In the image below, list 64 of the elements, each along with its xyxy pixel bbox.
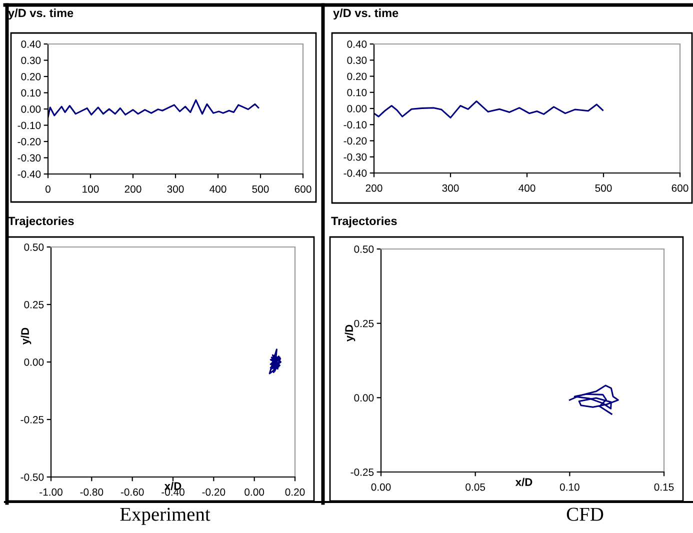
y-axis-title: y/D (20, 328, 32, 345)
x-tick-label: 0 (46, 185, 50, 193)
y-axis-title: y/D (344, 324, 356, 342)
text: CFD (566, 508, 604, 521)
chart-title: Trajectories (331, 216, 397, 228)
line-series (268, 348, 282, 374)
y-tick-label: 0.10 (347, 88, 367, 96)
text: Experiment (120, 508, 210, 525)
line-series (568, 384, 619, 415)
y-tick-label: -0.40 (344, 170, 367, 177)
y-tick-label: 0.25 (354, 320, 374, 328)
x-axis-title: x/D (164, 482, 182, 490)
x-tick-label: 500 (595, 184, 612, 192)
y-tick-label: 0.50 (354, 246, 374, 253)
y-tick-label: 0.30 (347, 56, 367, 64)
y-tick-label: 0.50 (24, 244, 44, 251)
y-tick-label: -0.25 (350, 468, 374, 476)
y-tick-label: -0.40 (18, 170, 41, 178)
y-tick-label: 0.00 (354, 394, 374, 402)
y-tick-label: -0.30 (344, 153, 367, 161)
chart-title: y/D vs. time (333, 8, 398, 20)
x-tick-label: 100 (82, 185, 99, 193)
x-tick-label: 0.00 (244, 488, 264, 496)
x-tick-label: -0.80 (80, 488, 104, 496)
x-tick-label: 200 (124, 185, 142, 193)
x-tick-label: 0.15 (654, 483, 674, 491)
y-tick-label: -0.20 (344, 137, 367, 145)
x-tick-label: 500 (252, 185, 269, 193)
chart-title: y/D vs. time (8, 8, 74, 20)
x-tick-label: -0.20 (202, 488, 226, 496)
x-tick-label: -0.60 (120, 488, 144, 496)
x-tick-label: 200 (366, 184, 382, 192)
x-axis-title: x/D (515, 478, 532, 486)
y-tick-label: -0.10 (344, 121, 367, 128)
y-tick-label: 0.00 (24, 358, 44, 366)
y-tick-label: 0.30 (21, 56, 41, 64)
x-tick-label: 400 (518, 184, 536, 192)
y-tick-label: 0.20 (21, 73, 41, 80)
chart-title: Trajectories (8, 216, 74, 228)
y-tick-label: -0.20 (18, 138, 41, 146)
y-tick-label: -0.50 (20, 474, 44, 481)
y-tick-label: 0.00 (347, 105, 367, 112)
x-tick-label: 0.20 (285, 488, 305, 496)
y-tick-label: 0.00 (21, 106, 41, 113)
y-tick-label: 0.40 (347, 40, 367, 48)
y-tick-label: 0.20 (347, 72, 367, 80)
x-tick-label: 0.05 (466, 483, 486, 491)
line-series (48, 99, 260, 118)
y-tick-label: -0.30 (18, 154, 41, 162)
x-tick-label: 300 (442, 184, 459, 192)
y-tick-label: -0.25 (20, 416, 44, 424)
y-tick-label: 0.25 (24, 301, 44, 308)
y-tick-label: 0.10 (21, 89, 41, 97)
x-tick-label: 300 (167, 185, 184, 193)
x-tick-label: 0.00 (371, 483, 391, 491)
x-tick-label: 400 (210, 185, 226, 193)
y-tick-label: -0.10 (18, 122, 41, 130)
line-series (374, 100, 604, 118)
y-tick-label: 0.40 (21, 40, 41, 48)
x-tick-label: -1.00 (40, 488, 62, 496)
x-tick-label: -0.40 (162, 488, 184, 496)
x-tick-label: 600 (294, 185, 312, 193)
x-tick-label: 600 (672, 184, 688, 192)
x-tick-label: 0.10 (560, 483, 580, 491)
